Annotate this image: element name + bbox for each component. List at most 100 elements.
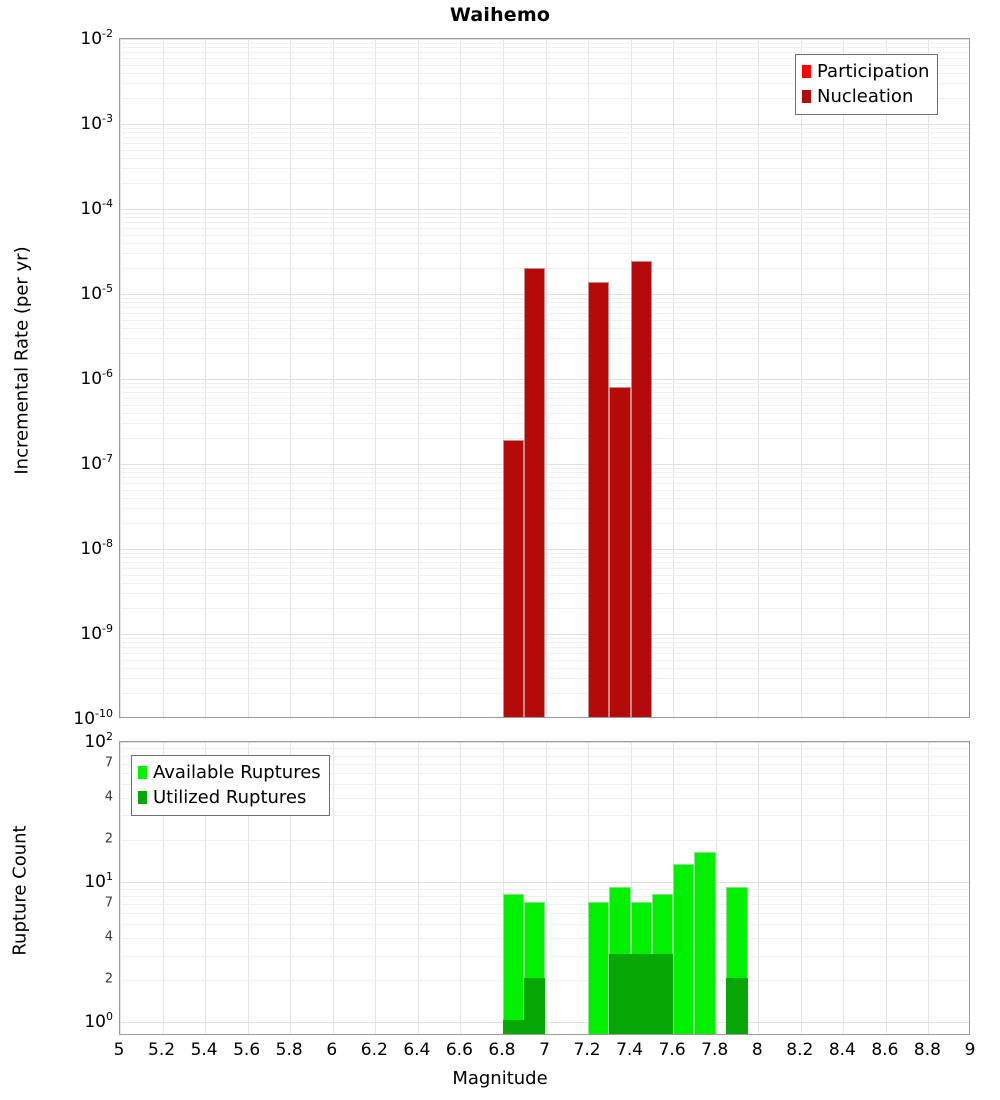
- y-tick-label-minor: 7: [104, 755, 113, 771]
- legend-item-utilized-ruptures[interactable]: Utilized Ruptures: [138, 785, 321, 810]
- y-tick-label-minor: 2: [104, 971, 113, 987]
- x-tick-label: 9: [964, 1040, 976, 1060]
- gridline-vertical: [247, 742, 249, 1034]
- gridline-vertical: [715, 742, 717, 1034]
- bar-available-ruptures: [502, 893, 525, 1034]
- bar-utilized-ruptures: [524, 978, 546, 1034]
- y-tick-label-minor: 7: [104, 895, 113, 911]
- legend-item-nucleation[interactable]: Nucleation: [802, 84, 929, 109]
- y-tick-label-minor: 4: [104, 789, 113, 805]
- x-tick-label: 5: [113, 1040, 125, 1060]
- incremental-rate-y-axis: 10-2 10-3 10-4 10-5 10-6 10-7 10-8 10-9 10-10: [57, 27, 113, 729]
- y-tick-label: 101: [84, 870, 113, 893]
- gridline-vertical: [417, 742, 419, 1034]
- gridline-horizontal: [120, 797, 969, 799]
- available-ruptures-color-swatch: [138, 766, 147, 779]
- y-tick-label: 100: [84, 1010, 113, 1033]
- gridline-vertical: [375, 742, 377, 1034]
- gridline-horizontal: [120, 242, 969, 244]
- x-tick-label: 8.4: [828, 1040, 856, 1060]
- gridline-horizontal: [120, 39, 969, 40]
- gridline-vertical: [290, 742, 292, 1034]
- gridline-horizontal: [120, 42, 969, 44]
- bar-nucleation: [588, 282, 610, 717]
- y-axis-label-bottom: Rupture Count: [9, 825, 31, 956]
- gridline-horizontal: [120, 763, 969, 765]
- page-title: Waihemo: [449, 4, 551, 26]
- bar-utilized-ruptures: [651, 953, 674, 1034]
- legend-label-utilized-ruptures: Utilized Ruptures: [153, 786, 307, 808]
- gridline-vertical: [545, 39, 547, 717]
- gridline-vertical: [673, 39, 675, 717]
- y-tick-label: 10-8: [80, 537, 113, 559]
- gridline-vertical: [502, 742, 504, 1034]
- gridline-vertical: [460, 742, 462, 1034]
- gridline-horizontal: [120, 227, 969, 229]
- gridline-vertical: [375, 39, 377, 717]
- gridline-vertical: [885, 742, 887, 1034]
- gridline-vertical: [715, 39, 717, 717]
- gridline-horizontal: [120, 742, 969, 743]
- y-tick-label: 10-6: [80, 367, 113, 389]
- y-axis-label-top: Incremental Rate (per yr): [11, 246, 33, 475]
- y-tick-label-minor: 2: [104, 831, 113, 847]
- gridline-horizontal: [120, 57, 969, 59]
- gridline-vertical: [545, 742, 547, 1034]
- gridline-horizontal: [120, 98, 969, 100]
- gridline-vertical: [502, 39, 504, 717]
- y-tick-label-minor: 4: [104, 929, 113, 945]
- gridline-horizontal: [120, 882, 969, 884]
- gridline-vertical: [290, 39, 292, 717]
- legend-item-participation[interactable]: Participation: [802, 59, 929, 84]
- x-tick-label: 6: [326, 1040, 338, 1060]
- bar-utilized-ruptures: [609, 953, 631, 1034]
- legend-item-available-ruptures[interactable]: Available Ruptures: [138, 760, 321, 785]
- gridline-horizontal: [120, 895, 969, 897]
- bar-available-ruptures: [673, 864, 695, 1034]
- participation-color-swatch: [802, 65, 811, 78]
- gridline-vertical: [885, 39, 887, 717]
- x-tick-label: 7.4: [616, 1040, 644, 1060]
- x-tick-label: 7: [539, 1040, 550, 1060]
- y-tick-label: 10-3: [80, 112, 113, 134]
- x-tick-label: 5.8: [275, 1040, 303, 1060]
- x-tick-label: 6.4: [403, 1040, 431, 1060]
- y-tick-label: 10-10: [73, 707, 113, 729]
- gridline-vertical: [758, 742, 760, 1034]
- x-tick-label: 8: [751, 1040, 763, 1060]
- x-tick-label: 7.8: [701, 1040, 729, 1060]
- gridline-horizontal: [120, 47, 969, 49]
- legend-incremental-rate: Participation Nucleation: [795, 54, 939, 115]
- utilized-ruptures-color-swatch: [138, 791, 147, 804]
- gridline-vertical: [162, 39, 164, 717]
- x-tick-label: 5.6: [233, 1040, 261, 1060]
- gridline-vertical: [928, 742, 930, 1034]
- legend-label-nucleation: Nucleation: [817, 85, 914, 107]
- gridline-vertical: [162, 742, 164, 1034]
- gridline-vertical: [332, 39, 334, 717]
- gridline-horizontal: [120, 209, 969, 210]
- gridline-vertical: [843, 742, 845, 1034]
- gridline-horizontal: [120, 137, 969, 139]
- gridline-horizontal: [120, 234, 969, 236]
- bar-nucleation: [524, 268, 546, 717]
- gridline-vertical: [800, 39, 802, 717]
- gridline-vertical: [843, 39, 845, 717]
- bar-utilized-ruptures: [726, 978, 748, 1034]
- gridline-horizontal: [120, 840, 969, 841]
- gridline-horizontal: [120, 142, 969, 144]
- gridline-horizontal: [120, 157, 969, 159]
- rupture-count-y-axis: 100 101 102 2 4 7 2 4 7: [57, 730, 113, 1035]
- legend-label-available-ruptures: Available Ruptures: [153, 761, 321, 783]
- gridline-horizontal: [120, 815, 969, 817]
- gridline-horizontal: [120, 83, 969, 85]
- y-tick-label: 10-9: [80, 622, 113, 644]
- x-tick-label: 8.8: [913, 1040, 941, 1060]
- bar-available-ruptures: [694, 851, 716, 1034]
- gridline-horizontal: [120, 64, 969, 66]
- legend-label-participation: Participation: [817, 60, 930, 82]
- x-axis-label: Magnitude: [452, 1068, 548, 1089]
- gridline-vertical: [588, 742, 590, 1034]
- gridline-vertical: [928, 39, 930, 717]
- gridline-horizontal: [120, 212, 969, 214]
